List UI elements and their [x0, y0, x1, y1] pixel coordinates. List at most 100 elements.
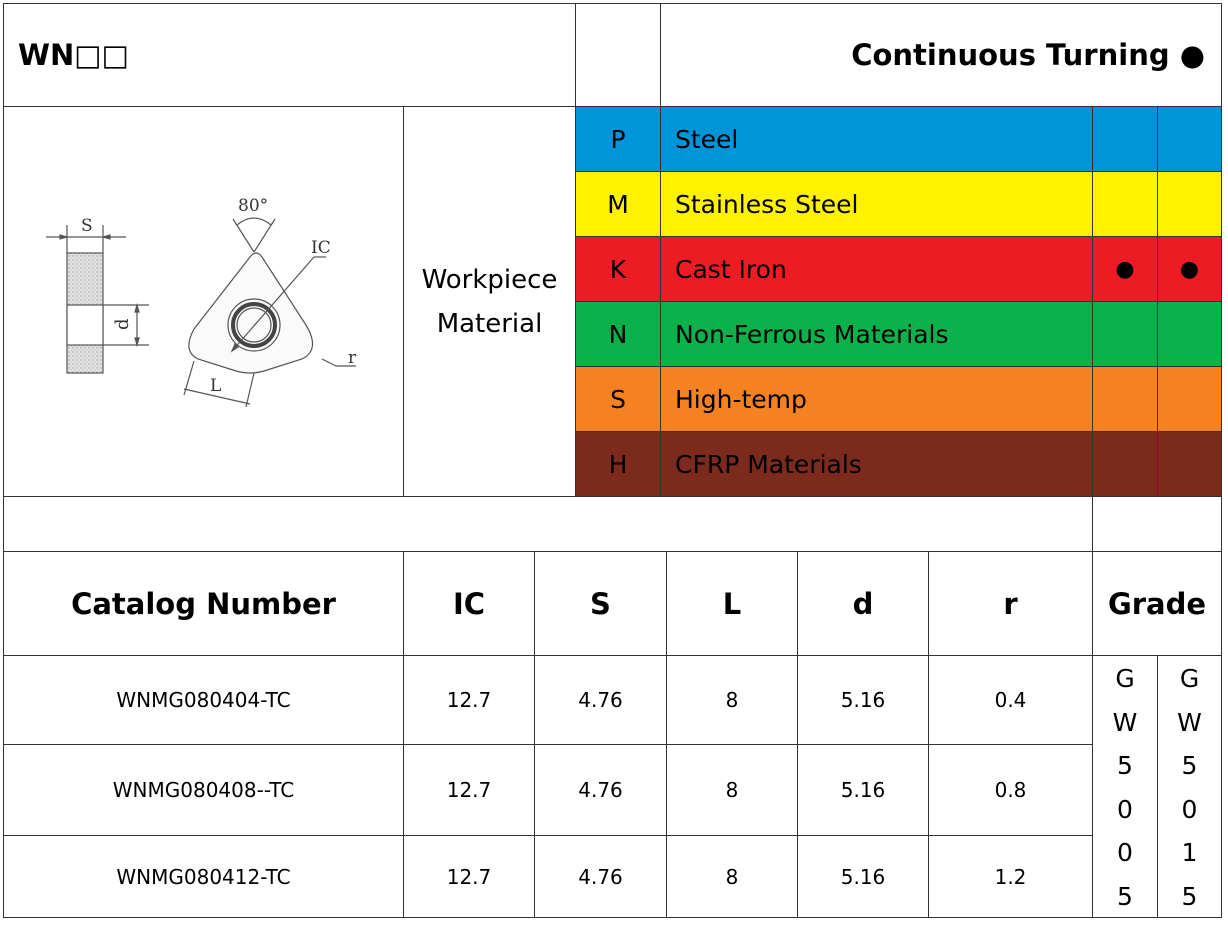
material-mark: ●: [1115, 257, 1135, 282]
label-angle: 80°: [238, 196, 268, 216]
grade-char: W: [1177, 707, 1202, 737]
material-code-k: K: [609, 255, 627, 284]
grid-line: [576, 171, 1222, 172]
label-d: d: [112, 318, 133, 330]
material-name-k: Cast Iron: [675, 255, 787, 284]
grid-line: [403, 551, 404, 918]
table-cell-r: 0.4: [994, 688, 1027, 712]
material-name-h: CFRP Materials: [675, 450, 862, 479]
grid-line: [928, 551, 929, 918]
series-title: WN□□: [18, 38, 130, 72]
material-mark: [1158, 432, 1221, 497]
grade-gw5005: G W 5 0 0 5: [1093, 657, 1157, 918]
material-code-p: P: [610, 125, 626, 154]
table-cell-ic: 12.7: [446, 688, 492, 712]
table-cell-l: 8: [725, 864, 739, 889]
grade-char: 5: [1117, 881, 1133, 911]
operation-title: Continuous Turning ●: [851, 38, 1205, 72]
grid-line: [1092, 106, 1093, 918]
grid-line: [1221, 3, 1222, 918]
grade-char: W: [1112, 707, 1138, 737]
material-name-n: Non-Ferrous Materials: [675, 320, 949, 349]
grid-line: [575, 3, 576, 497]
grade-char: G: [1179, 664, 1200, 693]
grid-line: [1157, 655, 1158, 918]
table-cell-s: 4.76: [578, 778, 623, 802]
material-mark: [1158, 302, 1221, 367]
table-cell-r: 1.2: [994, 864, 1027, 889]
grade-char: 1: [1181, 838, 1198, 867]
table-cell-s: 4.76: [578, 864, 623, 889]
grid-line: [576, 236, 1222, 237]
material-mark: [1158, 172, 1221, 237]
material-row-n: [576, 302, 1221, 367]
table-cell-l: 8: [725, 778, 739, 802]
table-cell-catalog: WNMG080404-TC: [116, 688, 291, 712]
grid-line: [3, 496, 1222, 497]
grid-line: [534, 551, 535, 918]
material-code-s: S: [610, 385, 626, 414]
material-row-k: [576, 237, 1221, 302]
label-s: S: [81, 216, 93, 236]
material-mark: [1093, 172, 1157, 237]
label-r: r: [348, 348, 357, 368]
material-row-s: [576, 367, 1221, 432]
grid-line: [403, 106, 404, 497]
table-cell-catalog: WNMG080412-TC: [116, 864, 291, 889]
grid-line: [576, 431, 1222, 432]
grid-line: [3, 106, 1222, 107]
header-catalog-number: Catalog Number: [71, 586, 336, 621]
label-l: L: [210, 376, 221, 396]
table-cell-d: 5.16: [840, 864, 886, 889]
grade-char: 5: [1181, 751, 1198, 780]
insert-drawing: S d 80° IC L r: [46, 196, 357, 408]
grid-line: [3, 3, 1222, 4]
grid-line: [3, 917, 1222, 918]
grid-line: [1157, 106, 1158, 497]
grid-line: [3, 835, 1093, 836]
table-cell-ic: 12.7: [446, 864, 492, 889]
material-mark: ●: [1179, 257, 1200, 282]
grade-char: G: [1115, 664, 1135, 693]
header-l: L: [722, 586, 742, 621]
material-code-h: H: [608, 450, 628, 479]
material-mark: [1093, 367, 1157, 432]
header-d: d: [852, 586, 874, 621]
table-cell-d: 5.16: [840, 688, 886, 712]
material-row-h: [576, 432, 1221, 497]
grid-line: [660, 3, 661, 497]
material-mark: [1093, 302, 1157, 367]
material-mark: [1158, 367, 1221, 432]
grade-gw5015: G W 5 0 1 5: [1158, 657, 1221, 918]
material-name-p: Steel: [675, 125, 739, 154]
label-ic: IC: [311, 238, 331, 258]
header-s: S: [590, 586, 611, 621]
table-cell-catalog: WNMG080408--TC: [112, 778, 295, 802]
grid-line: [3, 3, 4, 918]
material-code-n: N: [608, 320, 628, 349]
grade-char: 5: [1181, 881, 1198, 911]
material-row-p: [576, 107, 1221, 172]
grade-char: 0: [1181, 794, 1198, 824]
grid-line: [576, 366, 1222, 367]
table-cell-r: 0.8: [994, 778, 1027, 802]
material-mark: [1158, 107, 1221, 172]
header-grade: Grade: [1107, 586, 1207, 621]
workpiece-material-label: Workpiece Material: [421, 264, 558, 339]
table-cell-s: 4.76: [578, 688, 623, 712]
material-name-m: Stainless Steel: [675, 190, 859, 219]
material-name-s: High-temp: [675, 385, 807, 414]
table-cell-d: 5.16: [840, 778, 886, 802]
material-mark: [1093, 107, 1157, 172]
grid-line: [3, 744, 1093, 745]
grid-line: [576, 301, 1222, 302]
grid-line: [3, 655, 1222, 656]
material-code-m: M: [607, 190, 629, 219]
grid-line: [3, 551, 1222, 552]
material-mark: [1093, 432, 1157, 497]
grade-char: 0: [1117, 838, 1133, 867]
grid-line: [797, 551, 798, 918]
header-r: r: [1003, 586, 1018, 621]
grade-char: 0: [1117, 794, 1133, 824]
table-cell-ic: 12.7: [446, 778, 492, 802]
